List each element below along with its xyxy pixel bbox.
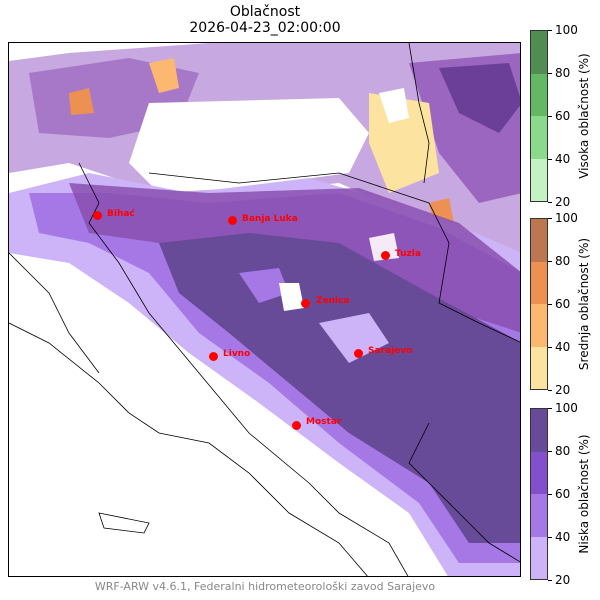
colorbar-segment (531, 73, 547, 116)
figure-timestamp: 2026-04-23_02:00:00 (189, 20, 341, 36)
city-label-tuzla: Tuzla (395, 249, 421, 259)
low-cloud-patch (239, 268, 289, 303)
colorbar-segment (531, 346, 547, 389)
colorbar-1 (530, 30, 548, 202)
map-svg (9, 43, 520, 576)
coastline (9, 252, 100, 374)
tick-label: 40 (555, 340, 571, 354)
tick-label: 20 (555, 573, 571, 587)
city-label-livno: Livno (223, 349, 251, 359)
figure-title: Oblačnost (229, 4, 301, 20)
colorbar-segment (531, 304, 547, 347)
city-marker (228, 216, 237, 225)
tick-label: 80 (555, 66, 571, 80)
colorbar-tick: 60 (548, 110, 570, 122)
colorbar-label: Visoka oblačnost (%) (577, 53, 591, 179)
colorbar-tick: 60 (548, 488, 570, 500)
clear-area (369, 233, 399, 261)
colorbar-3 (530, 408, 548, 580)
tick-label: 20 (555, 383, 571, 397)
cloud-cover-map: Bihać Banja Luka Tuzla Zenica Livno Sara… (8, 42, 521, 577)
mid-cloud-patch (69, 88, 94, 115)
tick-label: 80 (555, 254, 571, 268)
tick-label: 80 (555, 444, 571, 458)
clear-area (129, 98, 369, 193)
city-marker (381, 251, 390, 260)
colorbar-tick: 40 (548, 341, 570, 353)
colorbar-segment (531, 494, 547, 537)
colorbar-segment (531, 261, 547, 304)
colorbar-label: Niska oblačnost (%) (577, 434, 591, 554)
colorbar-tick: 100 (548, 24, 578, 36)
border (148, 172, 520, 343)
colorbar-segment (531, 409, 547, 452)
mid-cloud-patch (369, 93, 439, 193)
low-cloud-dense (159, 233, 520, 543)
clear-area (379, 88, 409, 123)
tick-label: 60 (555, 297, 571, 311)
tick-label: 100 (555, 23, 578, 37)
city-label-banja-luka: Banja Luka (242, 214, 298, 224)
tick-label: 40 (555, 152, 571, 166)
colorbar-segment (531, 451, 547, 494)
colorbar-segment (531, 219, 547, 262)
colorbar-tick: 40 (548, 531, 570, 543)
colorbar-segment (531, 536, 547, 579)
city-marker (301, 299, 310, 308)
city-marker (292, 421, 301, 430)
upper-purple-band (69, 183, 520, 333)
clear-area (279, 283, 304, 311)
city-label-mostar: Mostar (306, 417, 342, 427)
coastline (9, 322, 368, 576)
low-cloud-patch (319, 313, 389, 363)
border (408, 422, 520, 563)
city-marker (93, 211, 102, 220)
tick-label: 20 (555, 195, 571, 209)
colorbar-tick: 80 (548, 67, 570, 79)
footer-credit: WRF-ARW v4.6.1, Federalni hidrometeorolo… (94, 580, 436, 593)
city-label-sarajevo: Sarajevo (368, 346, 413, 356)
city-label-zenica: Zenica (316, 296, 350, 306)
city-label-bihac: Bihać (107, 209, 135, 219)
colorbar-segment (531, 116, 547, 159)
colorbar-tick: 80 (548, 255, 570, 267)
tick-label: 60 (555, 109, 571, 123)
colorbar-tick: 80 (548, 445, 570, 457)
colorbar-tick: 100 (548, 212, 578, 224)
city-marker (354, 349, 363, 358)
colorbar-tick: 20 (548, 384, 570, 396)
ne-core-cloud (439, 63, 520, 133)
colorbar-tick: 20 (548, 574, 570, 586)
colorbar-tick: 20 (548, 196, 570, 208)
colorbar-segment (531, 31, 547, 74)
border (408, 43, 430, 184)
colorbar-tick: 40 (548, 153, 570, 165)
mid-cloud-patch (149, 58, 179, 93)
island (98, 512, 150, 534)
tick-label: 100 (555, 211, 578, 225)
tick-label: 40 (555, 530, 571, 544)
tick-label: 60 (555, 487, 571, 501)
colorbar-segment (531, 158, 547, 201)
colorbar-label: Srednja oblačnost (%) (577, 237, 591, 371)
colorbar-tick: 60 (548, 298, 570, 310)
colorbar-tick: 100 (548, 402, 578, 414)
colorbar-2 (530, 218, 548, 390)
tick-label: 100 (555, 401, 578, 415)
city-marker (209, 352, 218, 361)
border (78, 162, 409, 576)
